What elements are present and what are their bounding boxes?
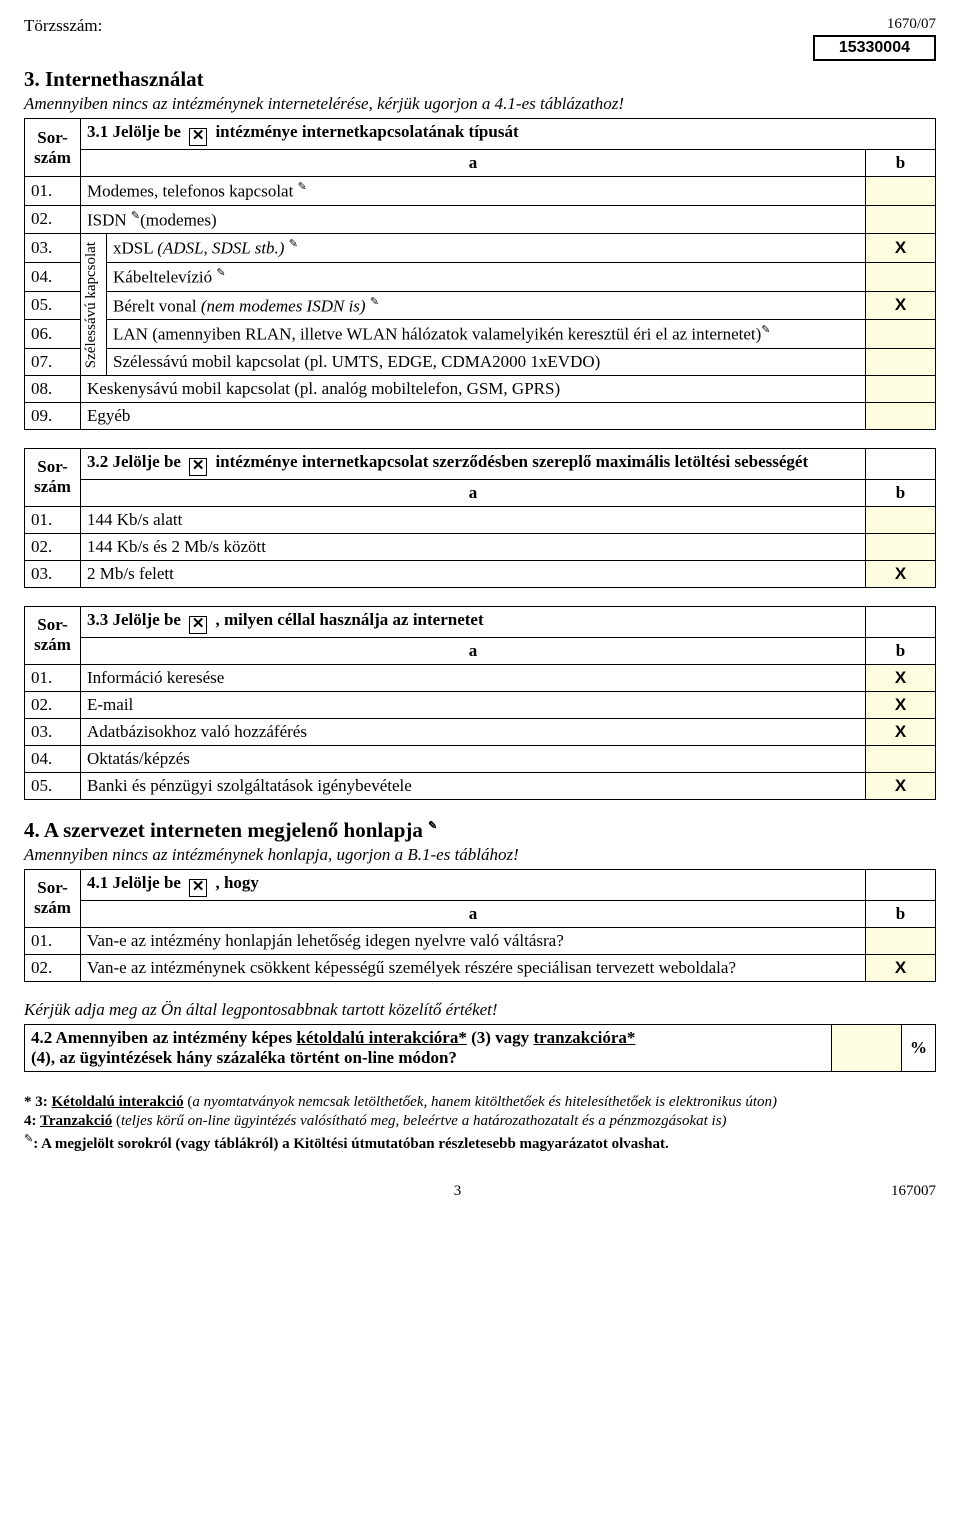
section-3-title: 3. Internethasználat <box>24 67 936 92</box>
page-number: 3 <box>454 1183 462 1200</box>
note-icon: ✎ <box>428 820 437 832</box>
note-icon: ✎ <box>24 1133 33 1145</box>
table-3-3: Sor- szám 3.3 Jelölje be ✕ , milyen céll… <box>24 606 936 800</box>
checkbox-cell[interactable] <box>866 320 936 349</box>
checkbox-cell[interactable] <box>866 348 936 375</box>
q41-instruction: 4.1 Jelölje be ✕ , hogy <box>81 869 866 900</box>
doc-number: 1670/07 <box>813 16 936 33</box>
precision-note: Kérjük adja meg az Ön által legpontosabb… <box>24 1000 936 1020</box>
pct-label: % <box>902 1024 936 1071</box>
checkbox-cell[interactable] <box>866 375 936 402</box>
sor-label: Sor- szám <box>25 448 81 506</box>
sor-label: Sor- szám <box>25 606 81 664</box>
checkbox-cell[interactable]: X <box>866 560 936 587</box>
checkbox-cell[interactable]: X <box>866 954 936 981</box>
table-3-2: Sor- szám 3.2 Jelölje be ✕ intézménye in… <box>24 448 936 588</box>
vertical-label-cell: Szélessávú kapcsolat <box>81 234 107 376</box>
row-label: Információ keresése <box>81 664 866 691</box>
checkbox-cell[interactable] <box>866 205 936 234</box>
checkbox-cell[interactable]: X <box>866 718 936 745</box>
note-icon: ✎ <box>298 181 307 193</box>
row-label: Banki és pénzügyi szolgáltatások igénybe… <box>81 772 866 799</box>
row-label: Oktatás/képzés <box>81 745 866 772</box>
row-label: Szélessávú mobil kapcsolat (pl. UMTS, ED… <box>107 348 866 375</box>
col-a: a <box>81 150 866 177</box>
row-label: Egyéb <box>81 402 866 429</box>
row-num: 01. <box>25 177 81 206</box>
torzsszam-label: Törzsszám: <box>24 16 102 35</box>
pct-input-cell[interactable] <box>832 1024 902 1071</box>
col-b: b <box>866 900 936 927</box>
checkbox-cell[interactable] <box>866 402 936 429</box>
col-b: b <box>866 479 936 506</box>
code-box: 15330004 <box>813 35 936 61</box>
checkbox-cell[interactable]: X <box>866 291 936 320</box>
row-label: Van-e az intézmény honlapján lehetőség i… <box>81 927 866 954</box>
q42-text: 4.2 Amennyiben az intézmény képes kétold… <box>25 1024 832 1071</box>
checkbox-cell[interactable]: X <box>866 664 936 691</box>
q32-instruction: 3.2 Jelölje be ✕ intézménye internetkapc… <box>81 448 866 479</box>
row-label: Adatbázisokhoz való hozzáférés <box>81 718 866 745</box>
row-label: 144 Kb/s és 2 Mb/s között <box>81 533 866 560</box>
col-b: b <box>866 150 936 177</box>
col-a: a <box>81 637 866 664</box>
sor-label: Sor- szám <box>25 119 81 177</box>
definitions: * 3: Kétoldalú interakció (a nyomtatvány… <box>24 1094 936 1153</box>
row-label: Van-e az intézménynek csökkent képességű… <box>81 954 866 981</box>
page-footer: 3 167007 <box>24 1183 936 1200</box>
table-4-2: 4.2 Amennyiben az intézmény képes kétold… <box>24 1024 936 1072</box>
checkbox-cell[interactable]: X <box>866 234 936 263</box>
table-4-1: Sor- szám 4.1 Jelölje be ✕ , hogy a b 01… <box>24 869 936 982</box>
checkbox-cell[interactable] <box>866 745 936 772</box>
row-label: Kábeltelevízió ✎ <box>107 262 866 291</box>
checkbox-cell[interactable]: X <box>866 772 936 799</box>
section-4-title: 4. A szervezet interneten megjelenő honl… <box>24 818 936 843</box>
checkbox-cell[interactable] <box>866 533 936 560</box>
checkbox-cell[interactable] <box>866 262 936 291</box>
row-label: 144 Kb/s alatt <box>81 506 866 533</box>
q31-instruction: 3.1 Jelölje be ✕ intézménye internetkapc… <box>81 119 936 150</box>
col-b: b <box>866 637 936 664</box>
checkbox-cell[interactable] <box>866 927 936 954</box>
row-label: 2 Mb/s felett <box>81 560 866 587</box>
checkbox-cell[interactable] <box>866 177 936 206</box>
row-label: Bérelt vonal (nem modemes ISDN is) ✎ <box>107 291 866 320</box>
row-label: ISDN ✎(modemes) <box>81 205 866 234</box>
row-label: E-mail <box>81 691 866 718</box>
row-label: LAN (amennyiben RLAN, illetve WLAN hálóz… <box>107 320 866 349</box>
section-4-note: Amennyiben nincs az intézménynek honlapj… <box>24 845 936 865</box>
folio-number: 167007 <box>891 1183 936 1200</box>
sor-label: Sor- szám <box>25 869 81 927</box>
row-label: Keskenysávú mobil kapcsolat (pl. analóg … <box>81 375 866 402</box>
q33-instruction: 3.3 Jelölje be ✕ , milyen céllal használ… <box>81 606 866 637</box>
table-3-1: Sor- szám 3.1 Jelölje be ✕ intézménye in… <box>24 118 936 430</box>
col-a: a <box>81 900 866 927</box>
checkbox-cell[interactable] <box>866 506 936 533</box>
row-label: Modemes, telefonos kapcsolat ✎ <box>81 177 866 206</box>
col-a: a <box>81 479 866 506</box>
page-header: Törzsszám: 1670/07 15330004 <box>24 16 936 61</box>
row-label: xDSL (ADSL, SDSL stb.) ✎ <box>107 234 866 263</box>
checkbox-cell[interactable]: X <box>866 691 936 718</box>
section-3-note: Amennyiben nincs az intézménynek interne… <box>24 94 936 114</box>
